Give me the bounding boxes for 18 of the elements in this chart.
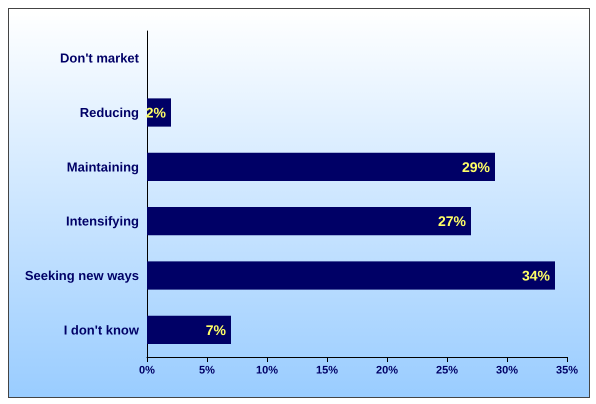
x-tick-label: 5% xyxy=(199,364,216,376)
x-tick-label: 0% xyxy=(139,364,156,376)
x-tick-label: 15% xyxy=(316,364,338,376)
x-tick-label: 20% xyxy=(376,364,398,376)
y-tick-label: Intensifying xyxy=(66,214,140,229)
y-tick-label: Maintaining xyxy=(66,159,140,174)
x-tick-label: 35% xyxy=(556,364,578,376)
y-tick-label: Don't market xyxy=(60,50,140,66)
data-label: 7% xyxy=(206,322,227,338)
y-tick-label: I don't know xyxy=(64,322,140,338)
y-tick-label: Reducing xyxy=(80,105,140,120)
data-label: 27% xyxy=(438,213,467,230)
data-label: 29% xyxy=(462,158,491,175)
x-tick-label: 25% xyxy=(436,364,458,376)
x-tick-label: 30% xyxy=(496,364,518,376)
data-label: 34% xyxy=(522,268,551,284)
x-tick-label: 10% xyxy=(256,364,278,376)
y-tick-label: Seeking new ways xyxy=(24,268,139,283)
